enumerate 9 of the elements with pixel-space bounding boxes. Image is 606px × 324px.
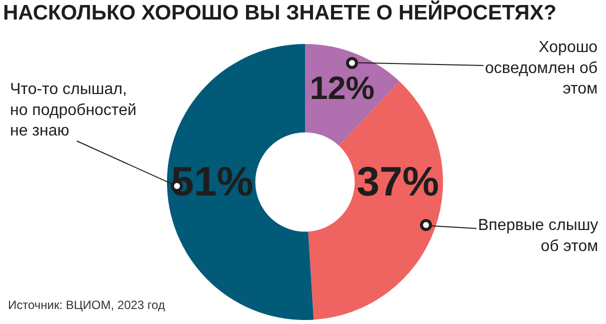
data-label: 51% (170, 158, 254, 205)
slice-label: Впервые слышу об этом (478, 217, 598, 255)
slice-label: Что-то слышал, но подробностей не знаю (10, 81, 136, 140)
chart-title: НАСКОЛЬКО ХОРОШО ВЫ ЗНАЕТЕ О НЕЙРОСЕТЯХ? (3, 0, 556, 25)
data-label: 37% (356, 158, 440, 205)
text: Источник: ВЦИОМ, 2023 год (8, 298, 165, 312)
data-label: 12% (310, 70, 375, 106)
donut-slice (305, 44, 400, 146)
slice-label: Хорошо осведомлен об этом (485, 39, 598, 98)
